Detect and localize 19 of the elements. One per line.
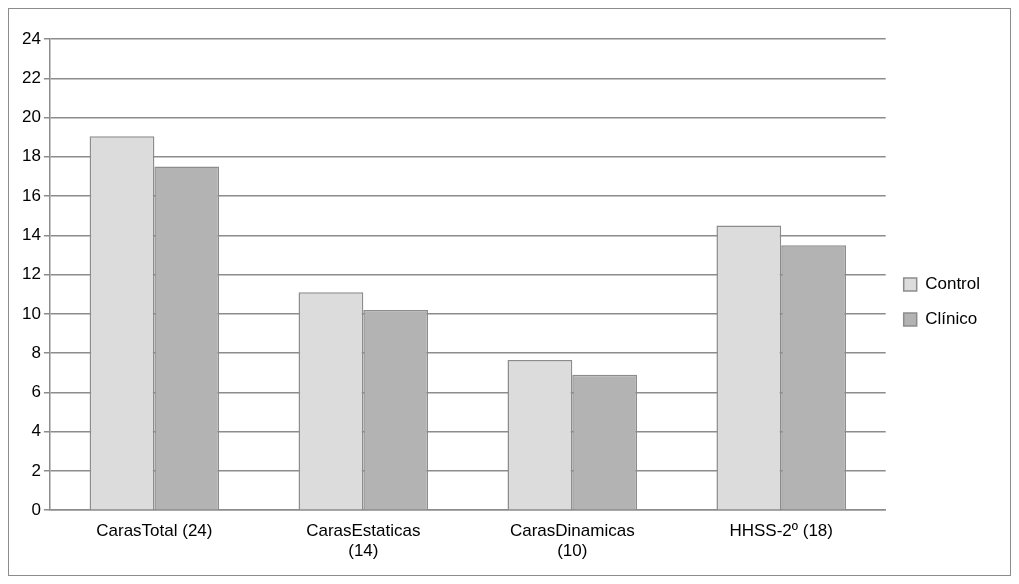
- x-tick-label: CarasEstaticas (14): [306, 521, 421, 561]
- y-tick-label: 18: [21, 146, 41, 166]
- y-tick-label: 8: [31, 342, 41, 362]
- legend-label: Control: [925, 274, 981, 294]
- y-tick-label: 22: [21, 67, 41, 87]
- y-tick-label: 14: [21, 225, 41, 245]
- x-tick-label: CarasTotal (24): [96, 521, 213, 541]
- legend-label: Clínico: [925, 309, 978, 329]
- y-tick-label: 0: [31, 499, 41, 519]
- y-tick-label: 10: [21, 303, 41, 323]
- y-tick-label: 12: [21, 264, 41, 284]
- y-tick-label: 16: [21, 185, 41, 205]
- y-tick-label: 6: [31, 382, 41, 402]
- y-tick-label: 2: [31, 460, 41, 480]
- x-tick-label: HHSS-2º (18): [729, 521, 833, 541]
- x-tick-label: CarasDinamicas (10): [509, 521, 635, 561]
- y-tick-label: 24: [21, 28, 41, 48]
- y-tick-label: 4: [31, 421, 41, 441]
- y-tick-label: 20: [21, 107, 41, 127]
